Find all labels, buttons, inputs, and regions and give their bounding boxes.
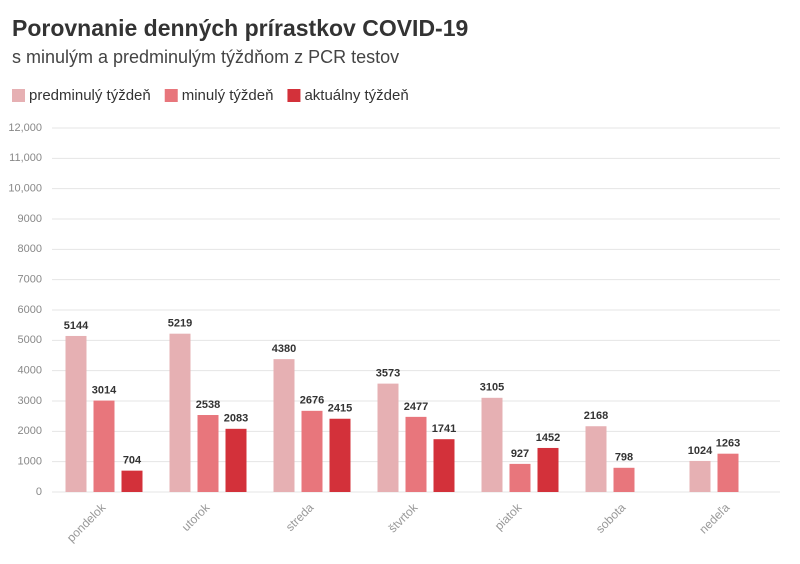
- value-label: 5219: [168, 318, 192, 330]
- value-label: 2168: [584, 410, 608, 422]
- chart-title: Porovnanie denných prírastkov COVID-19: [12, 15, 468, 41]
- x-tick-label: pondelok: [64, 500, 109, 545]
- value-label: 2477: [404, 401, 428, 413]
- bar: [717, 453, 739, 492]
- legend-label: predminulý týždeň: [29, 87, 151, 104]
- bar: [273, 359, 295, 492]
- bar: [689, 460, 711, 492]
- value-label: 3105: [480, 382, 504, 394]
- x-tick-label: štvrtok: [385, 500, 421, 536]
- bar: [225, 428, 247, 492]
- legend-swatch: [287, 89, 301, 102]
- legend-label: minulý týždeň: [182, 87, 274, 104]
- value-label: 4380: [272, 343, 296, 355]
- bar: [377, 383, 399, 492]
- x-tick-label: nedeľa: [696, 500, 732, 536]
- y-tick-label: 9000: [18, 213, 42, 225]
- value-label: 798: [615, 452, 633, 464]
- x-tick-label: streda: [283, 500, 317, 534]
- bar: [537, 447, 559, 492]
- y-tick-label: 6000: [18, 304, 42, 316]
- bar: [481, 397, 503, 492]
- legend: predminulý týždeň minulý týždeň aktuálny t…: [12, 87, 409, 104]
- value-label: 5144: [64, 320, 89, 332]
- bar: [65, 335, 87, 492]
- value-label: 1741: [432, 423, 456, 435]
- value-label: 1452: [536, 432, 560, 444]
- x-tick-label: utorok: [179, 500, 213, 534]
- y-tick-label: 4000: [18, 365, 42, 377]
- y-tick-label: 3000: [18, 395, 42, 407]
- y-tick-label: 5000: [18, 334, 42, 346]
- y-tick-label: 1000: [18, 456, 42, 468]
- bar: [405, 416, 427, 492]
- x-tick-label: piatok: [492, 500, 525, 533]
- bar: [585, 426, 607, 492]
- value-label: 2538: [196, 399, 220, 411]
- legend-swatch: [164, 89, 178, 102]
- y-tick-label: 10,000: [8, 183, 42, 195]
- value-label: 3573: [376, 368, 400, 380]
- value-label: 1263: [716, 438, 740, 450]
- value-label: 2415: [328, 403, 352, 415]
- y-tick-label: 11,000: [9, 152, 42, 164]
- y-tick-label: 7000: [18, 274, 42, 286]
- bar: [509, 463, 531, 492]
- value-label: 704: [123, 455, 142, 467]
- value-label: 3014: [92, 384, 117, 396]
- y-tick-label: 2000: [18, 425, 42, 437]
- bar: [433, 439, 455, 492]
- bar: [197, 415, 219, 492]
- bar: [169, 333, 191, 492]
- value-label: 2083: [224, 413, 248, 425]
- x-tick-label: sobota: [593, 500, 629, 536]
- bar: [301, 410, 323, 492]
- chart-subtitle: s minulým a predminulým týždňom z PCR te…: [12, 47, 399, 67]
- bar: [329, 418, 351, 492]
- y-tick-label: 8000: [18, 243, 42, 255]
- bar: [121, 470, 143, 492]
- y-tick-label: 12,000: [8, 122, 42, 134]
- value-label: 927: [511, 448, 529, 460]
- y-tick-label: 0: [36, 486, 42, 498]
- legend-label: aktuálny týždeň: [304, 87, 408, 104]
- bar: [93, 400, 115, 492]
- bar: [613, 467, 635, 492]
- legend-swatch: [12, 89, 25, 102]
- value-label: 1024: [688, 445, 713, 457]
- value-label: 2676: [300, 395, 324, 407]
